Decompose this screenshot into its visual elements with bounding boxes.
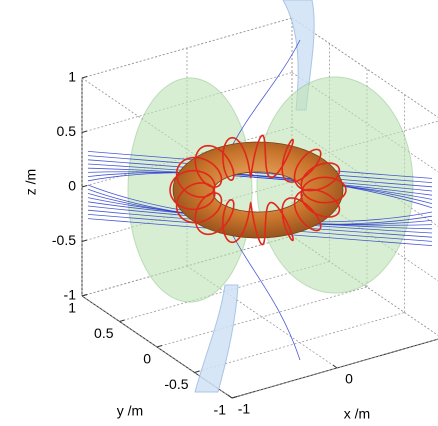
grid-line	[232, 338, 438, 398]
tick-mark	[157, 346, 162, 348]
z-axis-label: z /m	[23, 169, 39, 195]
y-tick-label: 1	[68, 300, 76, 316]
z-tick-label: 1	[68, 69, 76, 85]
y-tick-label: 0.5	[94, 325, 114, 341]
z-tick-label: 0.5	[57, 123, 77, 139]
z-tick-label: -0.5	[52, 232, 76, 248]
tick-mark	[333, 365, 337, 368]
tick-mark	[82, 240, 87, 242]
y-tick-label: -0.5	[164, 376, 188, 392]
tick-mark	[82, 295, 87, 297]
tick-mark	[228, 395, 232, 398]
x-tick-label: -1	[238, 401, 251, 417]
tick-mark	[82, 186, 87, 188]
tick-mark	[120, 320, 125, 322]
tick-mark	[82, 131, 87, 133]
y-tick-label: -1	[214, 402, 227, 418]
x-tick-label: 0	[345, 371, 353, 387]
x-axis-label: x /m	[344, 406, 370, 422]
chart: 10.50-0.5-110.50-0.5-1-10z /my /mx /m	[0, 0, 438, 426]
funnel-bottom	[195, 285, 238, 392]
y-axis-label: y /m	[117, 403, 143, 419]
z-tick-label: 0	[68, 178, 76, 194]
scene	[88, 0, 432, 392]
tick-mark	[82, 77, 87, 79]
y-tick-label: 0	[143, 351, 151, 367]
tick-mark	[195, 371, 200, 373]
